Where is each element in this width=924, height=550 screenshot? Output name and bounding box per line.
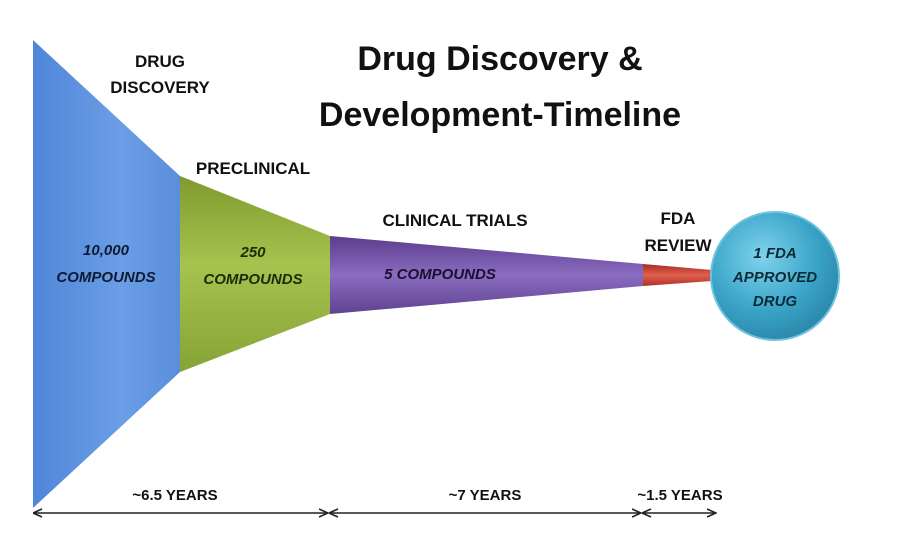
title-line-1: Drug Discovery &	[357, 40, 642, 78]
duration-label-1: ~6.5 YEARS	[132, 487, 217, 504]
stage-label-fda-2: REVIEW	[644, 236, 712, 255]
outcome-line-3: DRUG	[753, 293, 797, 310]
count-discovery-2: COMPOUNDS	[56, 269, 155, 286]
outcome-line-1: 1 FDA	[753, 245, 796, 262]
title-line-2: Development-Timeline	[319, 96, 681, 134]
outcome-line-2: APPROVED	[732, 269, 817, 286]
preclinical-segment	[180, 176, 330, 372]
count-preclinical-2: COMPOUNDS	[203, 271, 302, 288]
approved-drug-circle	[710, 211, 840, 341]
discovery-segment	[33, 40, 180, 508]
duration-label-3: ~1.5 YEARS	[637, 487, 722, 504]
count-preclinical-1: 250	[239, 244, 266, 261]
stage-label-discovery-2: DISCOVERY	[110, 78, 210, 97]
stage-label-preclinical: PRECLINICAL	[196, 159, 310, 178]
count-discovery-1: 10,000	[83, 242, 130, 259]
stage-label-fda-1: FDA	[661, 209, 696, 228]
count-clinical: 5 COMPOUNDS	[384, 266, 496, 283]
duration-label-2: ~7 YEARS	[449, 487, 522, 504]
stage-label-discovery-1: DRUG	[135, 52, 185, 71]
fda-review-segment	[643, 264, 712, 286]
stage-label-clinical: CLINICAL TRIALS	[382, 211, 527, 230]
clinical-segment	[330, 236, 643, 314]
